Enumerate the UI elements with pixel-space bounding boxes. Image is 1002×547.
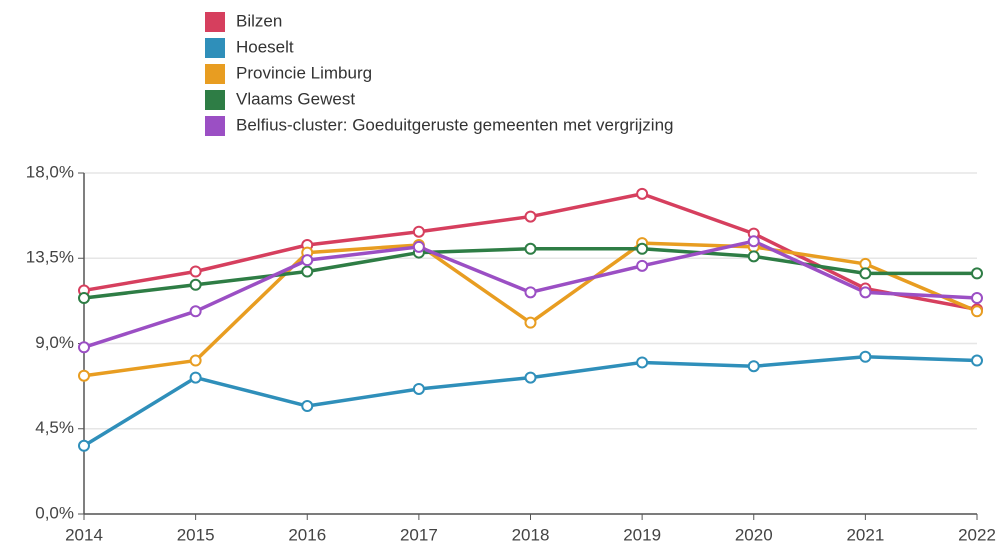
data-point	[859, 286, 872, 299]
x-tick-label: 2018	[512, 525, 550, 544]
data-point	[524, 371, 537, 384]
data-point	[189, 265, 202, 278]
x-tick-label: 2020	[735, 525, 773, 544]
legend-swatch	[205, 38, 225, 58]
data-point	[78, 292, 90, 305]
legend-swatch	[205, 116, 225, 136]
y-tick-label: 9,0%	[35, 333, 74, 352]
data-point	[412, 225, 425, 238]
data-point	[636, 356, 649, 369]
series-line	[83, 241, 978, 378]
x-tick-label: 2015	[177, 525, 215, 544]
legend-label: Provincie Limburg	[236, 63, 372, 82]
data-point	[859, 350, 872, 363]
data-point	[971, 354, 983, 367]
data-point	[78, 439, 90, 452]
legend-label: Belfius-cluster: Goeduitgeruste gemeente…	[236, 115, 674, 134]
data-point	[412, 240, 425, 253]
data-point	[78, 341, 90, 354]
data-point	[636, 259, 649, 272]
data-point	[524, 286, 537, 299]
legend-label: Hoeselt	[236, 37, 294, 56]
data-point	[189, 305, 202, 318]
data-point	[189, 278, 202, 291]
data-point	[301, 400, 314, 413]
legend-swatch	[205, 12, 225, 32]
y-tick-label: 4,5%	[35, 418, 74, 437]
data-point	[78, 369, 90, 382]
legend-swatch	[205, 90, 225, 110]
y-tick-label: 0,0%	[35, 503, 74, 522]
x-tick-label: 2014	[65, 525, 103, 544]
x-tick-label: 2016	[288, 525, 326, 544]
data-point	[524, 210, 537, 223]
x-tick-label: 2022	[958, 525, 996, 544]
data-point	[971, 267, 983, 280]
data-point	[524, 242, 537, 255]
data-point	[636, 187, 649, 200]
data-point	[301, 254, 314, 267]
x-tick-label: 2017	[400, 525, 438, 544]
legend-label: Vlaams Gewest	[236, 89, 355, 108]
legend-label: Bilzen	[236, 11, 282, 30]
data-point	[189, 354, 202, 367]
data-point	[189, 371, 202, 384]
y-tick-label: 13,5%	[26, 248, 74, 267]
y-tick-label: 18,0%	[26, 162, 74, 181]
data-point	[524, 316, 537, 329]
data-point	[971, 292, 983, 305]
data-point	[747, 250, 760, 263]
x-tick-label: 2021	[846, 525, 884, 544]
data-point	[636, 242, 649, 255]
data-point	[301, 265, 314, 278]
data-point	[747, 235, 760, 248]
data-point	[412, 382, 425, 395]
series-line	[83, 355, 978, 448]
data-point	[747, 360, 760, 373]
data-point	[971, 305, 983, 318]
x-tick-label: 2019	[623, 525, 661, 544]
data-point	[859, 267, 872, 280]
legend-swatch	[205, 64, 225, 84]
